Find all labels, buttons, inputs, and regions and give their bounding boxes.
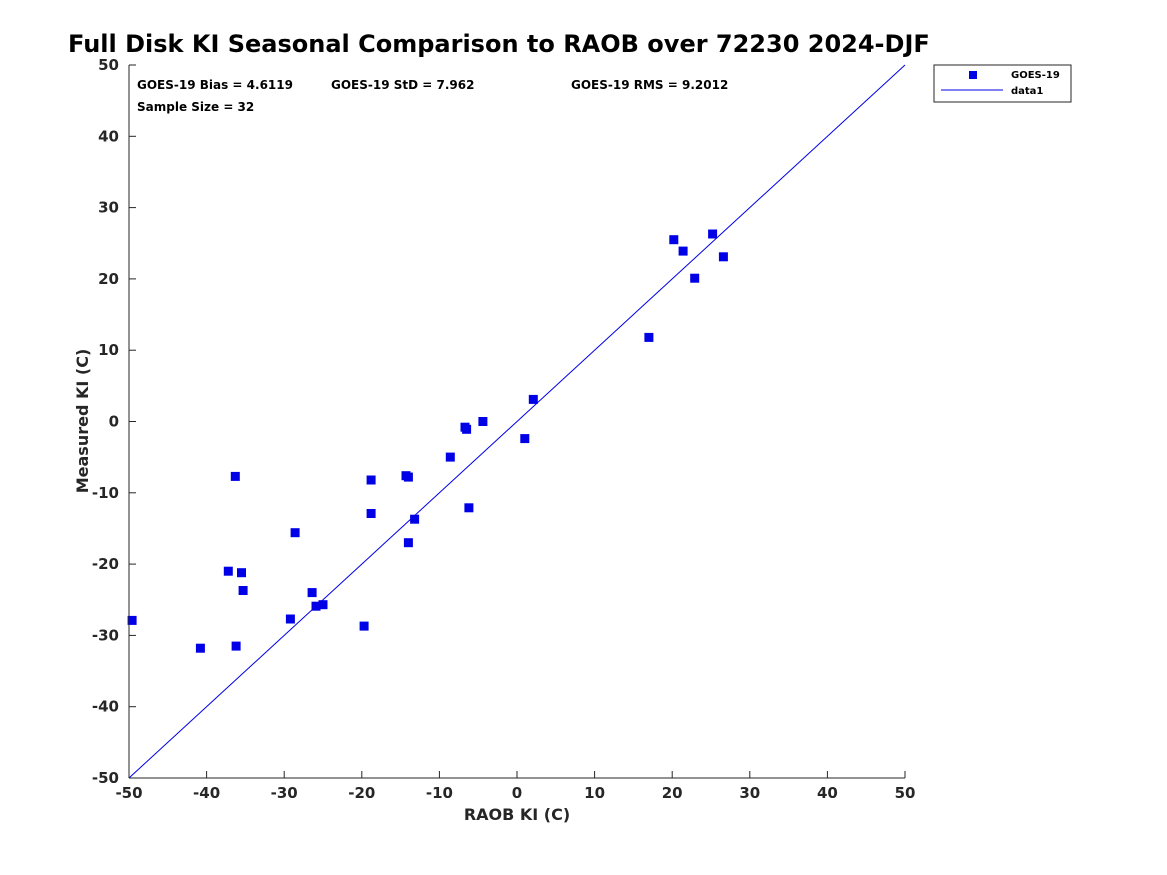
y-axis-label: Measured KI (C) [73,349,92,494]
data-point-14 [366,475,376,485]
legend: GOES-19 data1 [933,64,1072,103]
x-tick-label: 50 [895,784,916,802]
reference-line-data1 [128,64,906,779]
x-tick-label: -20 [348,784,375,802]
data-point-28 [669,235,679,245]
x-tick-label: 40 [817,784,838,802]
chart-title: Full Disk KI Seasonal Comparison to RAOB… [68,30,930,58]
x-tick-label: -30 [271,784,298,802]
data-point-5 [231,641,241,651]
data-point-17 [403,472,413,482]
sample-size-stat: Sample Size = 32 [137,100,254,114]
data-point-10 [307,588,317,598]
data-point-2 [195,643,205,653]
legend-box [933,64,1072,103]
data-point-27 [644,332,654,342]
y-axis-ticks: -50 -40 -30 -20 -10 0 10 20 30 40 50 [92,56,136,787]
y-tick-label: 20 [98,270,119,288]
data-point-13 [359,621,369,631]
reference-line-layer [128,64,906,779]
data-point-15 [366,509,376,518]
data-point-32 [718,252,728,262]
y-tick-label: -30 [92,626,119,644]
data-point-7 [238,586,248,595]
legend-label-data1: data1 [1011,86,1043,97]
x-tick-label: 0 [512,784,522,802]
y-tick-label: 50 [98,56,119,74]
data-point-6 [237,568,246,578]
bias-stat: GOES-19 Bias = 4.6119 [137,78,293,92]
data-point-31 [708,229,718,239]
data-point-23 [464,503,474,513]
x-axis-ticks: -50 -40 -30 -20 -10 0 10 20 30 40 50 [115,771,915,802]
y-tick-label: 40 [98,127,119,145]
data-point-18 [403,538,413,548]
legend-label-goes19: GOES-19 [1011,70,1060,81]
data-point-3 [223,566,233,576]
data-point-26 [528,394,538,404]
legend-marker-goes19 [969,71,977,79]
data-point-12 [318,600,328,610]
y-tick-label: -40 [92,698,119,716]
data-point-24 [478,417,488,426]
data-point-22 [462,424,472,434]
x-axis-label: RAOB KI (C) [464,805,570,824]
data-point-20 [445,452,455,462]
y-tick-label: 10 [98,341,119,359]
x-tick-label: -50 [115,784,142,802]
y-tick-label: -50 [92,769,119,787]
y-tick-label: -20 [92,555,119,573]
data-point-8 [285,614,295,624]
y-tick-label: 0 [109,413,119,431]
y-tick-label: 30 [98,199,119,217]
data-point-11 [311,601,321,611]
x-tick-label: 20 [662,784,683,802]
x-tick-label: -10 [426,784,453,802]
std-stat: GOES-19 StD = 7.962 [331,78,474,92]
data-point-9 [290,528,300,538]
data-points-layer [127,229,728,653]
data-point-19 [410,514,420,524]
data-point-1 [127,615,137,625]
data-point-29 [678,246,688,256]
rms-stat: GOES-19 RMS = 9.2012 [571,78,728,92]
y-tick-label: -10 [92,484,119,502]
data-point-25 [520,434,530,444]
x-tick-label: 10 [584,784,605,802]
x-tick-label: -40 [193,784,220,802]
data-point-30 [690,273,700,283]
x-tick-label: 30 [739,784,760,802]
data-point-4 [230,471,240,481]
